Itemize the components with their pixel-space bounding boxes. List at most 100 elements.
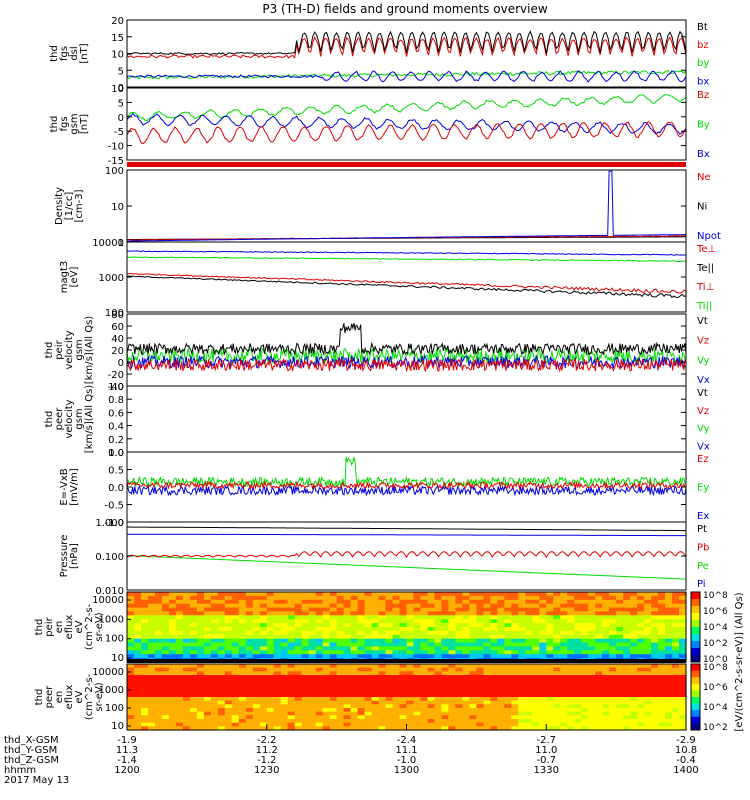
heatmap-cell bbox=[161, 664, 170, 669]
heatmap-cell bbox=[651, 722, 659, 727]
heatmap-cell bbox=[385, 619, 394, 624]
heatmap-cell bbox=[581, 623, 589, 628]
heatmap-cell bbox=[651, 719, 659, 724]
heatmap-cell bbox=[127, 607, 135, 613]
heatmap-cell bbox=[434, 630, 442, 636]
heatmap-cell bbox=[406, 722, 415, 727]
heatmap-cell bbox=[651, 634, 659, 640]
heatmap-cell bbox=[504, 642, 512, 648]
heatmap-cell bbox=[378, 697, 387, 702]
heatmap-cell bbox=[154, 642, 163, 648]
heatmap-cell bbox=[574, 700, 582, 705]
heatmap-cell bbox=[245, 682, 254, 687]
heatmap-cell bbox=[679, 726, 687, 731]
heatmap-cell bbox=[259, 619, 268, 624]
heatmap-cell bbox=[630, 615, 638, 620]
heatmap-cell bbox=[679, 700, 687, 705]
heatmap-cell bbox=[672, 671, 680, 676]
heatmap-cell bbox=[497, 693, 505, 698]
heatmap-cell bbox=[623, 615, 631, 620]
heatmap-cell bbox=[567, 693, 575, 698]
heatmap-cell bbox=[273, 599, 282, 605]
heatmap-cell bbox=[434, 642, 442, 648]
heatmap-cell bbox=[497, 726, 505, 731]
heatmap-cell bbox=[518, 603, 526, 609]
heatmap-cell bbox=[637, 654, 645, 659]
heatmap-cell bbox=[560, 708, 568, 713]
heatmap-cell bbox=[266, 607, 275, 613]
y-axis-label: thd bbox=[34, 619, 45, 636]
heatmap-cell bbox=[266, 682, 275, 687]
heatmap-cell bbox=[553, 708, 561, 713]
heatmap-cell bbox=[357, 704, 366, 709]
heatmap-cell bbox=[378, 726, 387, 731]
heatmap-cell bbox=[238, 722, 247, 727]
heatmap-cell bbox=[231, 634, 240, 640]
heatmap-cell bbox=[427, 675, 436, 680]
heatmap-cell bbox=[658, 719, 666, 724]
heatmap-cell bbox=[182, 603, 191, 609]
heatmap-cell bbox=[413, 722, 422, 727]
heatmap-cell bbox=[511, 708, 519, 713]
heatmap-cell bbox=[399, 719, 408, 724]
heatmap-cell bbox=[588, 619, 596, 624]
y-tick-label: 60 bbox=[111, 322, 124, 333]
heatmap-cell bbox=[301, 693, 310, 698]
y-axis-label: velocity bbox=[64, 330, 75, 369]
heatmap-cell bbox=[378, 675, 387, 680]
heatmap-cell bbox=[483, 642, 491, 648]
heatmap-cell bbox=[371, 664, 380, 669]
heatmap-cell bbox=[525, 654, 533, 659]
heatmap-cell bbox=[315, 704, 324, 709]
heatmap-cell bbox=[525, 638, 533, 644]
heatmap-cell bbox=[385, 667, 394, 672]
heatmap-cell bbox=[301, 686, 310, 691]
heatmap-cell bbox=[651, 642, 659, 648]
heatmap-cell bbox=[483, 595, 491, 601]
heatmap-cell bbox=[322, 664, 331, 669]
heatmap-cell bbox=[413, 634, 422, 640]
heatmap-cell bbox=[511, 671, 519, 676]
heatmap-cell bbox=[581, 592, 589, 597]
heatmap-cell bbox=[637, 623, 645, 628]
colorbar-segment bbox=[691, 723, 700, 731]
heatmap-cell bbox=[623, 726, 631, 731]
heatmap-cell bbox=[329, 719, 338, 724]
heatmap-cell bbox=[665, 689, 673, 694]
heatmap-cell bbox=[434, 726, 442, 731]
heatmap-cell bbox=[217, 678, 226, 683]
heatmap-cell bbox=[371, 711, 380, 716]
heatmap-cell bbox=[623, 623, 631, 628]
y-axis-label: E=-VxB bbox=[59, 468, 70, 505]
heatmap-cell bbox=[504, 700, 512, 705]
heatmap-cell bbox=[392, 650, 401, 655]
heatmap-cell bbox=[273, 719, 282, 724]
heatmap-cell bbox=[294, 704, 303, 709]
heatmap-cell bbox=[413, 603, 422, 609]
heatmap-cell bbox=[134, 689, 142, 694]
heatmap-cell bbox=[134, 682, 142, 687]
heatmap-cell bbox=[252, 671, 261, 676]
heatmap-cell bbox=[679, 675, 687, 680]
heatmap-cell bbox=[413, 664, 422, 669]
heatmap-cell bbox=[574, 619, 582, 624]
heatmap-cell bbox=[567, 611, 575, 616]
heatmap-cell bbox=[476, 638, 484, 644]
heatmap-cell bbox=[518, 715, 526, 720]
heatmap-cell bbox=[294, 686, 303, 691]
heatmap-cell bbox=[525, 697, 533, 702]
heatmap-cell bbox=[364, 627, 373, 632]
heatmap-cell bbox=[469, 719, 477, 724]
heatmap-cell bbox=[665, 642, 673, 648]
heatmap-cell bbox=[175, 592, 184, 597]
heatmap-cell bbox=[350, 675, 359, 680]
y-tick-label: 1000 bbox=[99, 614, 124, 625]
heatmap-cell bbox=[161, 595, 170, 601]
heatmap-cell bbox=[567, 615, 575, 620]
heatmap-cell bbox=[609, 607, 617, 613]
heatmap-cell bbox=[623, 667, 631, 672]
heatmap-cell bbox=[203, 650, 212, 655]
heatmap-cell bbox=[127, 646, 135, 651]
heatmap-cell bbox=[553, 634, 561, 640]
heatmap-cell bbox=[658, 708, 666, 713]
